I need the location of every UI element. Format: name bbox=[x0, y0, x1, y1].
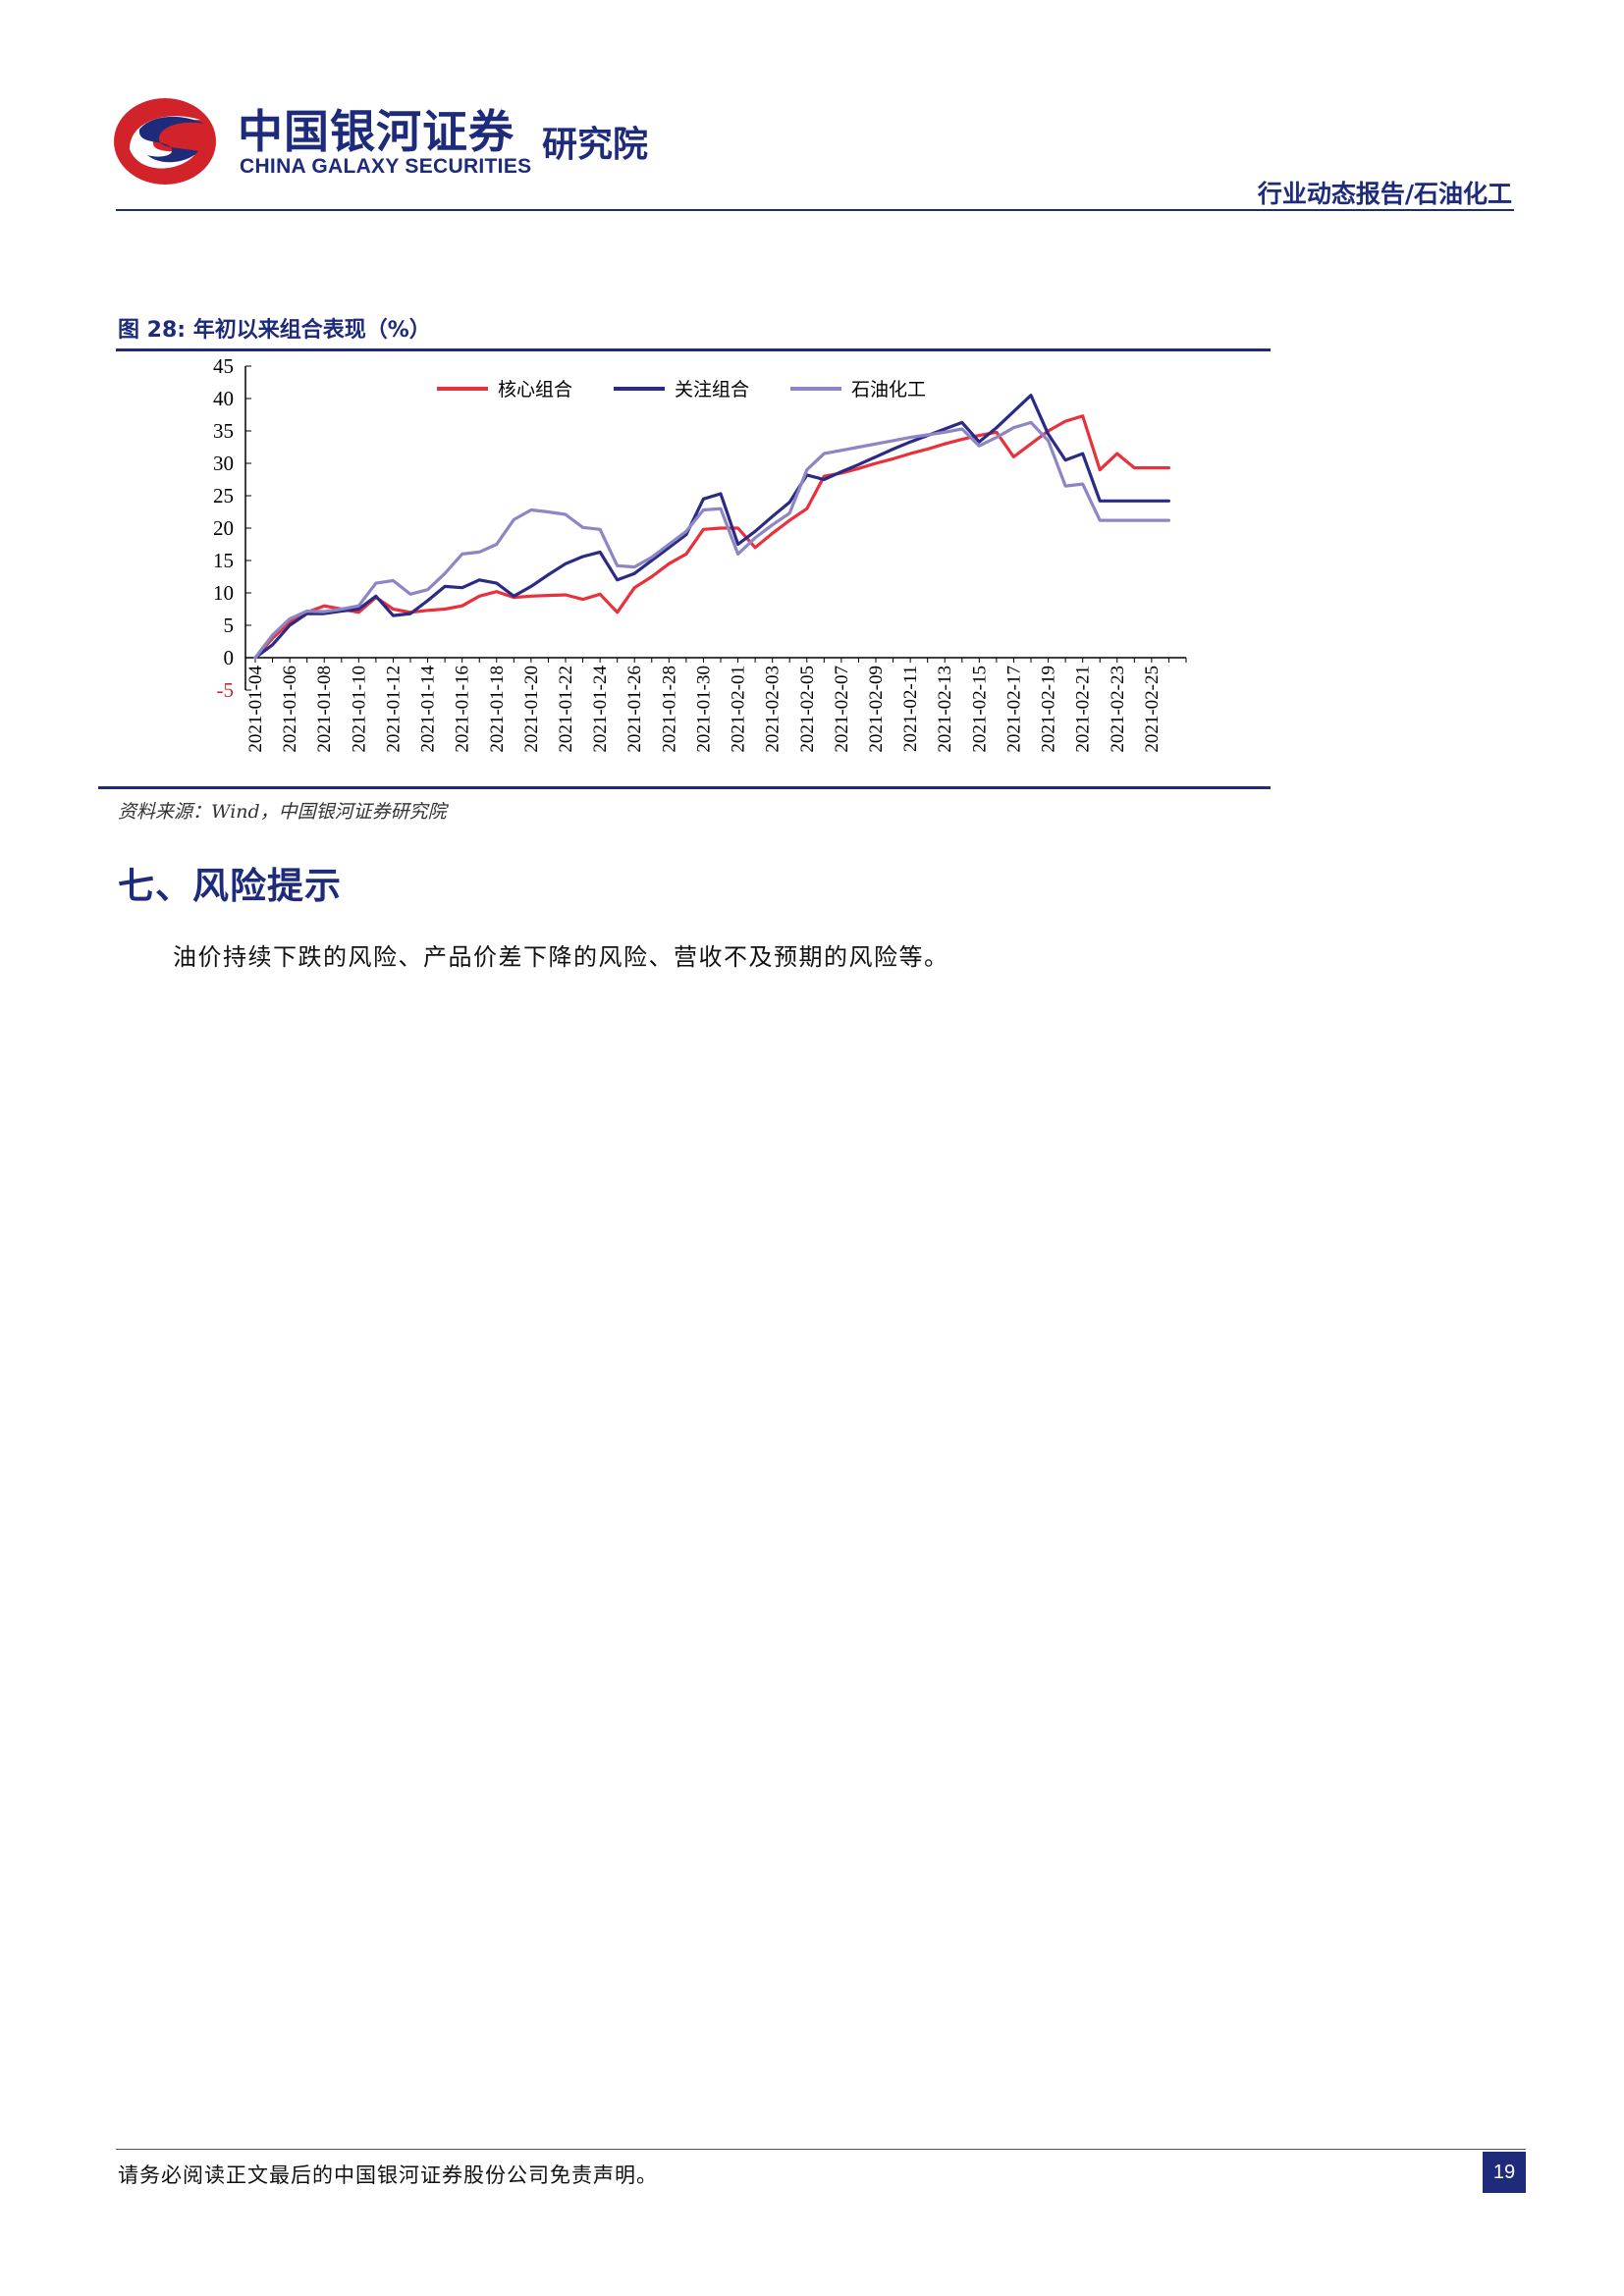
legend-label-1: 核心组合 bbox=[498, 379, 572, 400]
x-tick-label: 2021-01-28 bbox=[659, 666, 679, 753]
y-tick-label: 20 bbox=[213, 516, 234, 540]
y-tick-label: 10 bbox=[213, 581, 234, 605]
series-line-1 bbox=[253, 414, 1171, 660]
x-tick-label: 2021-01-22 bbox=[556, 666, 576, 753]
series-line-3 bbox=[253, 420, 1171, 660]
figure-top-rule bbox=[116, 348, 1271, 351]
x-tick-label: 2021-01-04 bbox=[245, 666, 266, 753]
x-tick-label: 2021-02-25 bbox=[1142, 666, 1163, 753]
logo-english-name: CHINA GALAXY SECURITIES bbox=[240, 155, 532, 178]
x-tick-label: 2021-02-17 bbox=[1003, 666, 1024, 753]
legend-label-2: 关注组合 bbox=[675, 379, 749, 400]
x-tick-label: 2021-01-16 bbox=[453, 666, 473, 753]
series-line-2 bbox=[253, 394, 1171, 660]
figure-source: 资料来源：Wind，中国银河证券研究院 bbox=[118, 801, 447, 823]
y-tick-label: 45 bbox=[213, 354, 234, 378]
page-number: 19 bbox=[1483, 2152, 1526, 2193]
figure-caption: 图 28: 年初以来组合表现（%） bbox=[118, 318, 431, 343]
y-tick-label: 35 bbox=[213, 419, 234, 443]
galaxy-logo-icon bbox=[114, 98, 216, 185]
portfolio-performance-chart: 45 40 35 30 25 20 15 10 5 0 -5 2021-01-04 2021-01-06… bbox=[213, 354, 1187, 753]
x-tick-label: 2021-02-13 bbox=[935, 666, 955, 753]
x-tick-label: 2021-02-15 bbox=[969, 666, 990, 753]
legend-label-3: 石油化工 bbox=[851, 379, 926, 400]
x-tick-label: 2021-02-03 bbox=[763, 666, 784, 753]
company-logo: 中国银河证券 CHINA GALAXY SECURITIES 研究院 bbox=[110, 90, 679, 188]
x-tick-label: 2021-02-21 bbox=[1073, 666, 1094, 753]
x-tick-label: 2021-02-11 bbox=[900, 666, 921, 752]
x-tick-label: 2021-01-14 bbox=[418, 666, 439, 753]
x-tick-label: 2021-01-30 bbox=[693, 666, 714, 753]
footer-disclaimer: 请务必阅读正文最后的中国银河证券股份公司免责声明。 bbox=[118, 2163, 658, 2187]
logo-institute: 研究院 bbox=[542, 125, 649, 165]
y-tick-label: 25 bbox=[213, 484, 234, 507]
y-tick-label: 5 bbox=[224, 614, 235, 637]
x-tick-label: 2021-01-06 bbox=[280, 666, 300, 753]
x-tick-label: 2021-02-05 bbox=[797, 666, 818, 753]
x-tick-label: 2021-01-10 bbox=[349, 666, 369, 753]
x-tick-label: 2021-01-20 bbox=[521, 666, 542, 753]
y-tick-label: 15 bbox=[213, 549, 234, 572]
x-tick-label: 2021-01-26 bbox=[624, 666, 645, 753]
x-tick-label: 2021-02-19 bbox=[1039, 666, 1059, 753]
logo-chinese-name: 中国银河证券 bbox=[238, 105, 514, 158]
x-tick-label: 2021-01-24 bbox=[590, 666, 611, 753]
x-tick-label: 2021-01-18 bbox=[487, 666, 508, 753]
y-tick-label: 30 bbox=[213, 452, 234, 475]
x-tick-label: 2021-02-23 bbox=[1108, 666, 1128, 753]
y-tick-label: -5 bbox=[217, 678, 235, 702]
y-tick-label: 40 bbox=[213, 387, 234, 410]
section-heading: 七、风险提示 bbox=[118, 865, 342, 907]
y-tick-label: 0 bbox=[224, 646, 235, 669]
x-tick-label: 2021-02-07 bbox=[832, 666, 852, 753]
x-tick-label: 2021-02-09 bbox=[866, 666, 887, 753]
risk-paragraph: 油价持续下跌的风险、产品价差下降的风险、营收不及预期的风险等。 bbox=[173, 943, 949, 971]
figure-bottom-rule bbox=[98, 786, 1271, 789]
x-tick-label: 2021-01-12 bbox=[383, 666, 404, 753]
x-tick-label: 2021-01-08 bbox=[314, 666, 335, 753]
x-tick-label: 2021-02-01 bbox=[729, 666, 749, 753]
footer-divider bbox=[116, 2149, 1526, 2150]
report-type-label: 行业动态报告/石油化工 bbox=[1257, 180, 1512, 208]
header-divider bbox=[116, 209, 1514, 211]
